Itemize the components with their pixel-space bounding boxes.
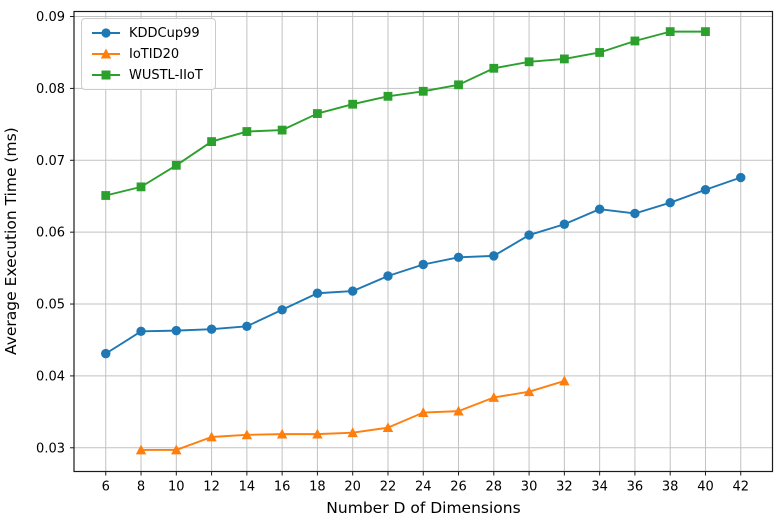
marker-triangle [171, 444, 182, 455]
x-tick-label: 26 [450, 480, 467, 495]
marker-circle [524, 230, 534, 240]
marker-triangle [276, 428, 288, 439]
marker-circle [736, 172, 746, 183]
x-tick-label: 32 [556, 480, 573, 495]
marker-square [348, 99, 358, 109]
marker-square [454, 80, 463, 90]
marker-triangle [312, 428, 323, 439]
marker-circle [206, 324, 217, 334]
y-tick-label: 0.08 [36, 82, 65, 97]
marker-square [559, 54, 569, 64]
x-tick-label: 42 [732, 480, 749, 495]
y-tick-label: 0.04 [36, 369, 65, 384]
marker-triangle [135, 444, 147, 455]
legend-label: KDDCup99 [129, 25, 200, 41]
x-tick-label: 38 [662, 480, 679, 495]
x-tick-label: 30 [521, 480, 538, 495]
legend-label: IoTID20 [129, 46, 180, 62]
marker-circle [347, 286, 358, 296]
marker-triangle [523, 386, 535, 397]
x-tick-label: 24 [415, 480, 432, 495]
marker-square [136, 182, 146, 192]
x-tick-label: 14 [239, 480, 256, 495]
marker-triangle [559, 375, 570, 386]
marker-circle [171, 325, 182, 336]
marker-triangle [418, 407, 429, 417]
marker-triangle [347, 427, 358, 438]
marker-triangle [241, 429, 253, 440]
marker-circle [453, 252, 464, 263]
x-tick-label: 40 [697, 480, 714, 495]
marker-triangle [382, 422, 394, 433]
y-tick-label: 0.05 [36, 298, 65, 313]
marker-circle [665, 197, 675, 208]
x-tick-label: 28 [486, 480, 503, 495]
marker-square [313, 109, 322, 118]
marker-square [171, 160, 181, 170]
marker-circle [594, 204, 605, 214]
series-line-WUSTL-IIoT [105, 30, 706, 197]
marker-circle [312, 288, 323, 298]
marker-square [101, 191, 111, 200]
y-tick-label: 0.03 [36, 441, 65, 456]
marker-circle [383, 271, 393, 281]
x-tick-label: 10 [168, 480, 185, 495]
marker-square [383, 91, 393, 101]
x-tick-label: 6 [102, 480, 110, 495]
marker-square [701, 27, 710, 37]
marker-circle [559, 219, 570, 229]
marker-square [207, 137, 216, 146]
legend-sample-triangle-icon [92, 48, 120, 59]
legend-label: WUSTL-IIoT [129, 67, 203, 83]
marker-circle [136, 326, 146, 337]
marker-circle [418, 259, 428, 270]
marker-circle [277, 305, 287, 315]
x-tick-label: 12 [203, 480, 220, 495]
legend-item-iotid20: IoTID20 [91, 45, 203, 63]
marker-square [524, 57, 534, 67]
marker-circle [489, 251, 499, 261]
x-tick-label: 18 [309, 480, 326, 495]
marker-circle [700, 185, 711, 195]
x-tick-label: 36 [627, 480, 644, 495]
x-tick-label: 20 [344, 480, 361, 495]
marker-circle [630, 208, 640, 219]
marker-square [489, 63, 499, 73]
legend-sample-square-icon [92, 70, 120, 80]
legend-item-kddcup99: KDDCup99 [91, 24, 203, 42]
y-axis-label: Average Execution Time (ms) [2, 127, 20, 356]
x-tick-label: 16 [274, 480, 291, 495]
marker-circle [101, 348, 111, 359]
marker-square [665, 27, 675, 37]
x-tick-label: 34 [591, 480, 608, 495]
y-tick-label: 0.07 [36, 154, 65, 169]
legend: KDDCup99 IoTID20 WUSTL-IIoT [81, 18, 216, 90]
y-tick-label: 0.06 [36, 226, 65, 241]
y-tick-label: 0.09 [36, 10, 65, 25]
marker-square [277, 125, 287, 135]
legend-item-wustl-iiot: WUSTL-IIoT [91, 66, 203, 84]
marker-triangle [488, 392, 500, 402]
marker-circle [242, 321, 252, 332]
x-tick-label: 22 [380, 480, 397, 495]
x-tick-label: 8 [137, 480, 145, 495]
marker-square [595, 48, 605, 57]
marker-square [242, 127, 252, 136]
marker-triangle [206, 431, 217, 442]
x-axis-label: Number D of Dimensions [326, 499, 521, 517]
marker-square [630, 36, 640, 46]
marker-square [418, 86, 428, 96]
legend-sample-circle-icon [92, 28, 120, 38]
marker-triangle [453, 405, 464, 416]
